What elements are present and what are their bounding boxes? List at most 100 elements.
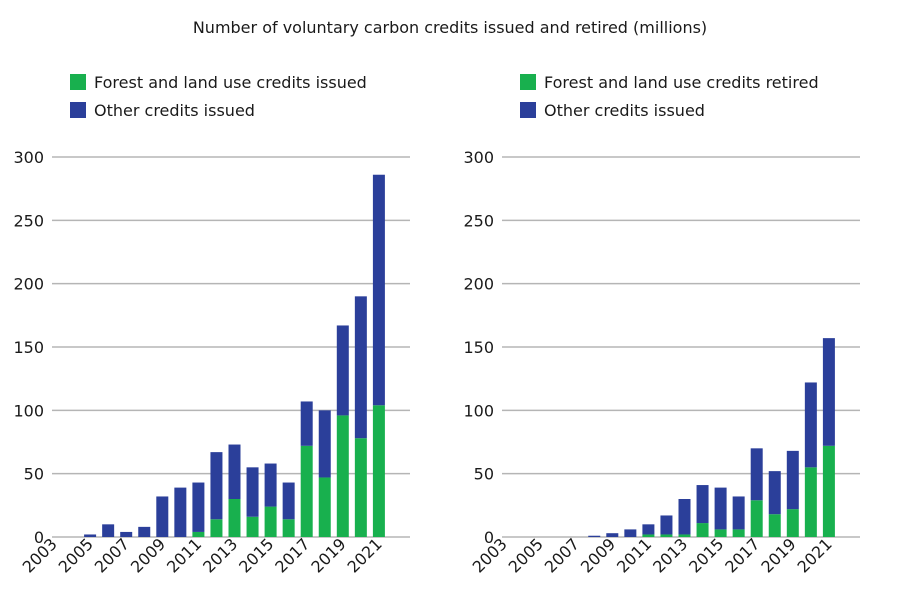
bar-other [660,515,673,535]
y-tick-label: 150 [13,338,44,357]
bar-other [696,485,709,524]
chart-issued: 0501001502002503002003200520072009201120… [13,148,410,577]
x-tick-label: 2015 [685,534,727,576]
bar-other [372,174,385,406]
bar-other [336,325,349,416]
chart-retired: 0501001502002503002003200520072009201120… [463,148,860,577]
bar-forest [282,519,295,537]
bar-forest [714,529,727,537]
x-tick-label: 2009 [577,534,619,576]
legend-right: Forest and land use credits retired Othe… [520,68,819,124]
x-tick-label: 2015 [235,534,277,576]
x-tick-label: 2021 [344,534,386,576]
y-tick-label: 0 [484,528,494,547]
legend-label-forest: Forest and land use credits issued [94,72,367,92]
y-tick-label: 0 [34,528,44,547]
x-tick-label: 2013 [649,534,691,576]
x-tick-label: 2019 [307,534,349,576]
legend-label-forest-retired: Forest and land use credits retired [544,72,819,92]
bar-other [588,535,601,537]
bar-forest [336,415,349,537]
y-tick-label: 150 [463,338,494,357]
y-tick-label: 100 [463,401,494,420]
x-tick-label: 2013 [199,534,241,576]
bar-forest [804,467,817,537]
legend-label-other: Other credits issued [94,100,255,120]
x-tick-label: 2017 [271,534,313,576]
bar-other [642,524,655,535]
bar-other [264,463,277,507]
x-tick-label: 2021 [794,534,836,576]
legend-item-forest-retired: Forest and land use credits retired [520,68,819,96]
legend-swatch-other-right [520,102,536,118]
legend-label-other-right: Other credits issued [544,100,705,120]
chart-title: Number of voluntary carbon credits issue… [192,18,708,37]
bar-other [102,524,115,537]
bar-other [750,448,763,501]
bar-forest [642,534,655,537]
legend-swatch-forest-retired [520,74,536,90]
x-tick-label: 2005 [55,534,97,576]
bar-forest [696,523,709,537]
y-tick-label: 50 [474,465,494,484]
bar-forest [372,405,385,537]
bar-other [120,531,133,537]
bar-other [354,296,367,439]
bar-other [156,496,169,537]
y-tick-label: 300 [13,148,44,167]
bar-other [678,499,691,535]
chart-panel-retired: 0 50 100 150 200 250 300 2003 2005 2007 2009 2011 20… [450,140,900,616]
bar-other [822,338,835,446]
legend-item-other: Other credits issued [70,96,367,124]
bar-forest [768,514,781,537]
bar-other [300,401,313,446]
bar-other [714,487,727,530]
bar-other [192,482,205,532]
x-tick-label: 2019 [757,534,799,576]
bar-other [786,450,799,510]
bar-other [606,533,619,537]
x-tick-label: 2009 [127,534,169,576]
bar-other [768,471,781,515]
bar-forest [210,519,223,537]
x-tick-label: 2003 [469,534,511,576]
bar-other [732,496,745,530]
bar-other [138,526,151,537]
bar-other [84,534,97,537]
bar-forest [264,506,277,537]
y-tick-label: 250 [463,211,494,230]
bar-forest [822,445,835,537]
x-tick-label: 2017 [721,534,763,576]
bar-other [246,467,259,517]
bar-other [318,410,331,478]
x-tick-label: 2003 [19,534,61,576]
bar-forest [354,438,367,537]
bar-other [210,452,223,520]
legend-left: Forest and land use credits issued Other… [70,68,367,124]
x-tick-label: 2011 [613,534,655,576]
bar-forest [318,477,331,537]
bar-forest [732,529,745,537]
bar-forest [678,534,691,537]
y-tick-label: 250 [13,211,44,230]
x-tick-label: 2007 [91,534,133,576]
y-tick-label: 200 [463,275,494,294]
bar-other [624,529,637,537]
x-tick-label: 2005 [505,534,547,576]
y-tick-label: 50 [24,465,44,484]
chart-panel-issued: 0 50 100 150 200 250 300 2003 2005 2007 2009 2011 20… [0,140,450,616]
y-tick-label: 300 [463,148,494,167]
y-tick-label: 100 [13,401,44,420]
y-tick-label: 200 [13,275,44,294]
bar-other [282,482,295,520]
bar-forest [246,516,259,537]
x-tick-label: 2011 [163,534,205,576]
bar-forest [750,500,763,537]
legend-swatch-forest [70,74,86,90]
bar-other [804,382,817,468]
legend-item-forest: Forest and land use credits issued [70,68,367,96]
bar-other [174,487,187,537]
bar-forest [192,531,205,537]
legend-item-other-right: Other credits issued [520,96,819,124]
bar-forest [228,499,241,537]
